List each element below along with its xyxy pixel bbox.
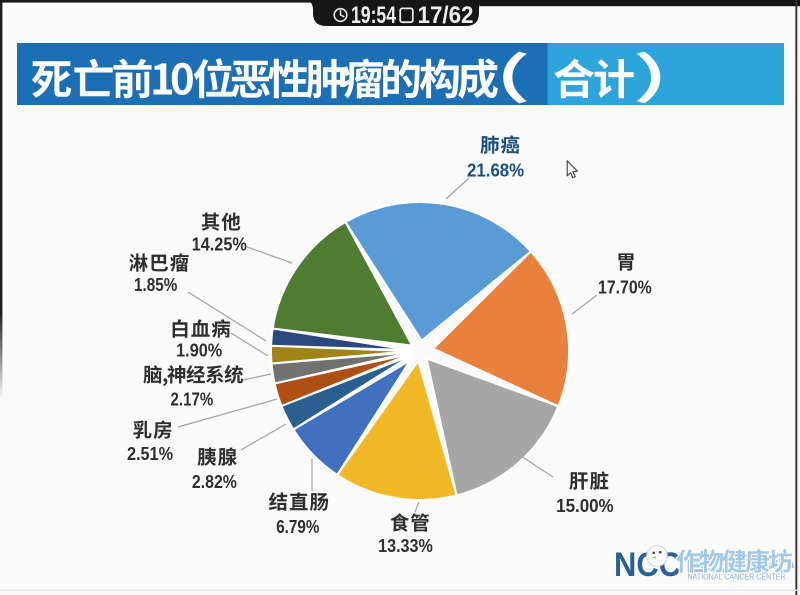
- svg-text:2.51%: 2.51%: [127, 444, 173, 464]
- svg-text:NATIONAL CANCER CENTER: NATIONAL CANCER CENTER: [688, 572, 786, 582]
- svg-text:15.00%: 15.00%: [556, 496, 614, 516]
- svg-text:1.85%: 1.85%: [134, 275, 177, 295]
- svg-text:17/62: 17/62: [418, 2, 474, 29]
- svg-text:19:54: 19:54: [351, 2, 396, 29]
- svg-text:1.90%: 1.90%: [176, 341, 222, 361]
- svg-text:21.68%: 21.68%: [467, 160, 524, 180]
- svg-text:2.17%: 2.17%: [171, 389, 214, 409]
- svg-text:6.79%: 6.79%: [276, 517, 319, 537]
- svg-text:2.82%: 2.82%: [192, 472, 237, 492]
- svg-text:14.25%: 14.25%: [192, 234, 247, 254]
- svg-text:13.33%: 13.33%: [378, 536, 433, 556]
- svg-text:17.70%: 17.70%: [598, 278, 652, 298]
